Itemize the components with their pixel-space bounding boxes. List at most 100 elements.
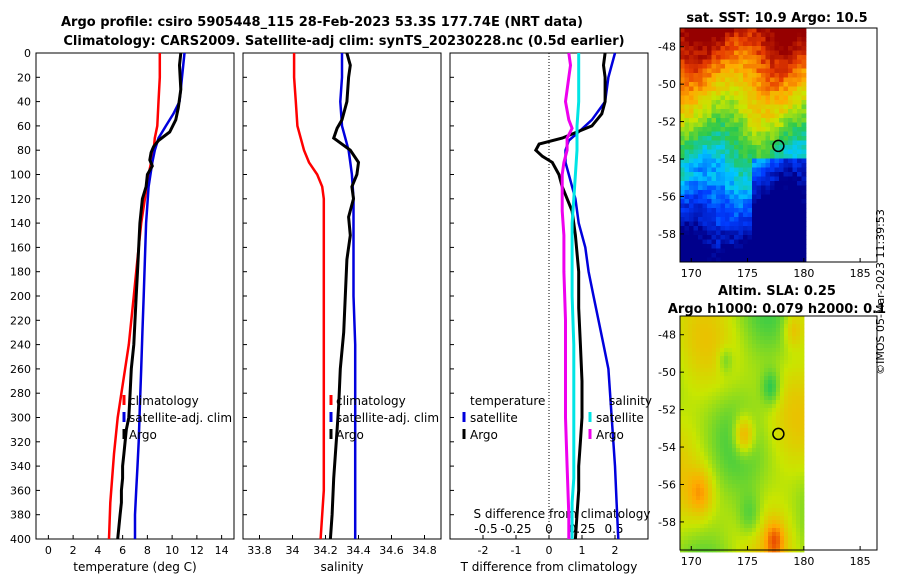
map-title: sat. SST: 10.9 Argo: 10.5: [686, 11, 867, 26]
y-tick-label: 40: [17, 96, 31, 109]
legend-label: satellite-adj. clim: [336, 411, 439, 425]
y-tick-label: 340: [10, 460, 31, 473]
salinity-panel: 33.8 34 34.2 34.4 34.6 34.8 salinity climatolog…: [242, 52, 442, 574]
y-tick-label: 380: [10, 509, 31, 522]
y-tick-label: -52: [658, 116, 676, 129]
series-line-satellite-adj-clim: [133, 52, 186, 539]
x-tick-label: 10: [165, 544, 179, 557]
x-tick-label: 8: [144, 544, 151, 557]
x-tick-label: 33.8: [247, 544, 272, 557]
legend-label: temperature: [470, 394, 545, 408]
legend-label: satellite-adj. clim: [129, 411, 232, 425]
y-tick-label: -58: [658, 228, 676, 241]
x-tick-label: 4: [94, 544, 101, 557]
x-tick-label: 34.2: [313, 544, 338, 557]
series-line-s-argo: [560, 52, 574, 539]
x-tick-label: 180: [793, 267, 814, 280]
y-tick-label: -56: [658, 478, 676, 491]
legend-label: Argo: [129, 428, 157, 442]
sla-map-panel: 170 175 180 185 -48 -50 -52 -54 -56 -58 Altim. SLA…: [658, 284, 886, 568]
y-tick-label: 220: [10, 314, 31, 327]
y-tick-label: 300: [10, 412, 31, 425]
legend-label: satellite: [596, 411, 644, 425]
series-line-s-satellite: [570, 53, 581, 539]
y-tick-label: -48: [658, 329, 676, 342]
y-tick-label: 80: [17, 144, 31, 157]
y-tick-label: 20: [17, 71, 31, 84]
y-tick-label: 100: [10, 169, 31, 182]
x-tick-label: 170: [681, 267, 702, 280]
series-line-satellite-adj-clim: [339, 53, 357, 539]
x-tick-label: -1: [511, 544, 522, 557]
heatmap-cells: [680, 28, 807, 263]
x-tick-label: 6: [119, 544, 126, 557]
series-line-t-satellite: [564, 52, 620, 540]
x-tick-label: 1: [579, 544, 586, 557]
x-tick-label: 175: [737, 267, 758, 280]
x-tick-label: 14: [215, 544, 229, 557]
x-tick-label: 185: [850, 267, 871, 280]
x-tick-label: 12: [190, 544, 204, 557]
x-tick-label: 34.8: [412, 544, 437, 557]
profile-location-marker: [772, 427, 785, 441]
x-tick-label: 34: [286, 544, 300, 557]
x2-axis-label: S difference from climatology: [474, 507, 651, 521]
y-tick-label: -54: [658, 441, 676, 454]
title-line-2: Climatology: CARS2009. Satellite-adj cli…: [63, 34, 624, 49]
profile-location-marker: [772, 139, 785, 153]
series-line-argo: [328, 52, 361, 540]
x-tick-label: 34.4: [346, 544, 371, 557]
y-tick-label: 260: [10, 363, 31, 376]
legend-label: satellite: [470, 411, 518, 425]
heatmap-cells: [680, 316, 805, 553]
series-line-climatology: [107, 53, 162, 540]
x-tick-label: 2: [70, 544, 77, 557]
temperature-panel: 0 20 40 60 80 100 120 140 160 180 200 220 240 260 280 3…: [10, 47, 235, 574]
x-tick-label: 170: [681, 555, 702, 568]
x-tick-label: 34.6: [379, 544, 404, 557]
y-tick-label: -50: [658, 366, 676, 379]
map-title: Altim. SLA: 0.25: [718, 284, 836, 299]
y-tick-label: 240: [10, 339, 31, 352]
y-tick-label: 120: [10, 193, 31, 206]
series-line-argo: [116, 52, 183, 540]
y-tick-label: 200: [10, 290, 31, 303]
y-tick-label: 140: [10, 217, 31, 230]
y-tick-label: 60: [17, 120, 31, 133]
y-tick-label: 180: [10, 266, 31, 279]
y-tick-label: 280: [10, 387, 31, 400]
x-tick-label: 2: [612, 544, 619, 557]
y-tick-label: 160: [10, 241, 31, 254]
x2-tick-label: -0.25: [500, 522, 531, 536]
x-axis-label: temperature (deg C): [73, 560, 196, 574]
legend-label: salinity: [609, 394, 652, 408]
y-tick-label: -54: [658, 153, 676, 166]
watermark: ©IMOS 05-Mar-2023 11:39:53: [874, 209, 887, 375]
y-tick-label: -50: [658, 78, 676, 91]
legend-label: Argo: [470, 428, 498, 442]
y-tick-label: 360: [10, 484, 31, 497]
y-tick-label: 320: [10, 436, 31, 449]
x-tick-label: -2: [478, 544, 489, 557]
x2-tick-label: -0.5: [474, 522, 497, 536]
map-title: Argo h1000: 0.079 h2000: 0.1: [668, 302, 886, 317]
sst-map-panel: 170 175 180 185 -48 -50 -52 -54 -56 -58 sat. SST: …: [658, 11, 878, 280]
title-line-1: Argo profile: csiro 5905448_115 28-Feb-2…: [61, 15, 583, 30]
legend-label: Argo: [596, 428, 624, 442]
x2-tick-label: 0.5: [604, 522, 623, 536]
map-frame: [679, 315, 878, 551]
series-line-climatology: [292, 53, 326, 540]
legend-label: climatology: [129, 394, 199, 408]
y-tick-label: 0: [24, 47, 31, 60]
legend-label: Argo: [336, 428, 364, 442]
y-tick-label: -52: [658, 404, 676, 417]
difference-panel: -2 -1 0 1 2 T difference from climatology S di…: [449, 52, 652, 574]
x-tick-label: 180: [793, 555, 814, 568]
y-tick-label: -56: [658, 190, 676, 203]
y-tick-label: -58: [658, 516, 676, 529]
y-tick-label: -48: [658, 41, 676, 54]
x-axis-label: salinity: [320, 560, 363, 574]
y-tick-label: 400: [10, 533, 31, 546]
x-tick-label: 175: [737, 555, 758, 568]
